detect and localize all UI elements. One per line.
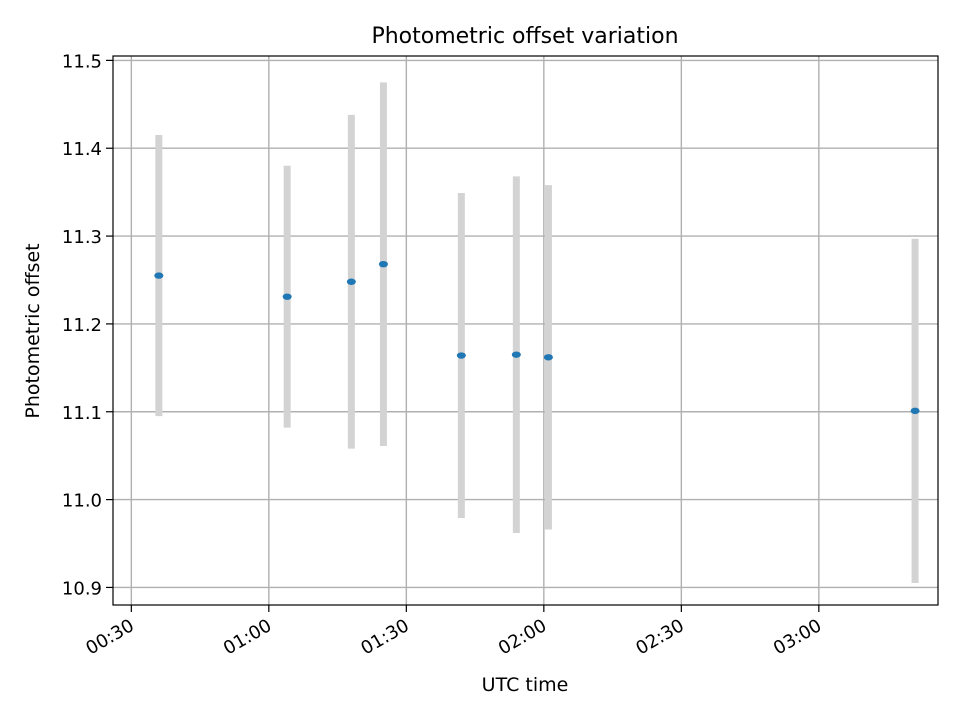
y-tick-label: 11.5 [62,51,102,72]
data-point [543,354,553,361]
data-point [378,260,388,268]
data-point [910,407,920,415]
y-tick-label: 11.0 [62,491,102,512]
chart-title: Photometric offset variation [371,24,678,49]
data-point [346,278,356,285]
data-point [456,352,466,359]
y-tick-label: 10.9 [62,578,102,599]
grid-layer [113,56,938,605]
y-axis-label: Photometric offset [22,243,44,418]
data-point [282,293,292,300]
y-tick-label: 11.1 [62,403,102,424]
data-layer [154,82,920,584]
plot-frame [112,55,939,606]
y-tick-label: 11.3 [62,227,102,248]
x-axis-label: UTC time [482,674,569,696]
data-point [154,272,164,279]
y-tick-label: 11.2 [62,315,102,336]
y-tick-label: 11.4 [62,139,102,160]
data-point [511,351,521,358]
